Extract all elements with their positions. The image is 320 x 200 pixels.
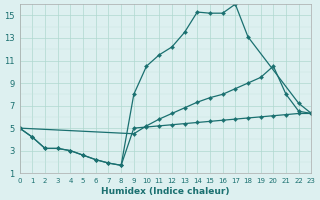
X-axis label: Humidex (Indice chaleur): Humidex (Indice chaleur) bbox=[101, 187, 230, 196]
